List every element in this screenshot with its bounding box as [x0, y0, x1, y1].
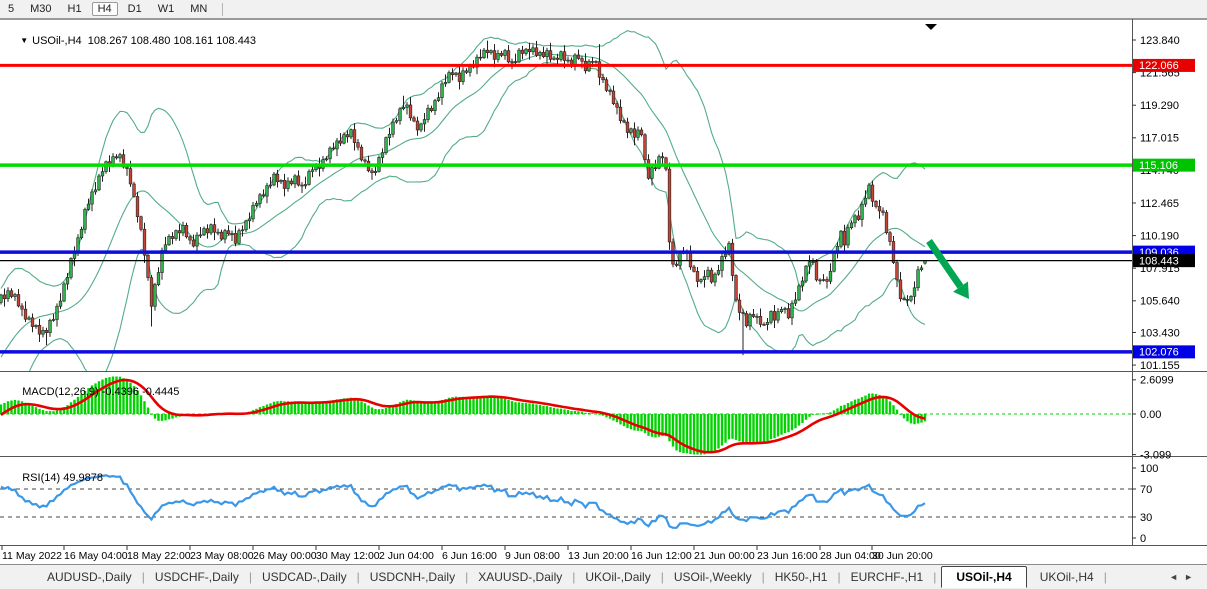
macd-label: MACD(12,26,9) -0.4396 -0.4445 [10, 374, 179, 410]
rsi-name: RSI(14) [22, 472, 61, 484]
chevron-down-icon[interactable]: ▼ [20, 36, 29, 45]
svg-text:2 Jun 04:00: 2 Jun 04:00 [379, 550, 434, 562]
rsi-line [0, 474, 926, 529]
svg-text:6 Jun 16:00: 6 Jun 16:00 [442, 550, 497, 562]
svg-text:-3.099: -3.099 [1140, 449, 1171, 461]
chart-tab-usdcnh-daily[interactable]: USDCNH-,Daily [369, 570, 456, 584]
bollinger-middle-line [0, 53, 926, 358]
chart-tab-xauusd-daily[interactable]: XAUUSD-,Daily [478, 570, 563, 584]
tab-separator: | [465, 570, 469, 584]
chart-tab-bar: AUDUSD-,Daily | USDCHF-,Daily | USDCAD-,Dail… [0, 564, 1207, 589]
svg-text:2.6099: 2.6099 [1140, 375, 1174, 387]
toolbar-separator [222, 2, 224, 16]
svg-text:115.106: 115.106 [1139, 160, 1178, 172]
svg-text:0: 0 [1140, 533, 1146, 545]
main-chart-panel [0, 29, 1132, 371]
svg-text:9 Jun 08:00: 9 Jun 08:00 [505, 550, 560, 562]
price-badge-115.106: 115.106 [1133, 158, 1195, 172]
tab-separator: | [141, 570, 145, 584]
chart-tab-usdcad-daily[interactable]: USDCAD-,Daily [261, 570, 347, 584]
svg-text:123.840: 123.840 [1140, 35, 1180, 47]
svg-text:117.015: 117.015 [1140, 133, 1179, 145]
svg-text:21 Jun 00:00: 21 Jun 00:00 [694, 550, 755, 562]
macd-signal-line [0, 378, 926, 454]
timeframe-button-W1[interactable]: W1 [157, 3, 175, 15]
price-badge-102.076: 102.076 [1133, 345, 1195, 359]
chart-tab-ukoil-daily[interactable]: UKOil-,Daily [585, 570, 651, 584]
timeframe-button-5[interactable]: 5 [8, 3, 15, 15]
tab-separator: | [660, 570, 664, 584]
timeframe-button-MN[interactable]: MN [190, 3, 208, 15]
time-axis: 11 May 2022 16 May 04:00 18 May 22:00 23 Ma… [1, 546, 933, 562]
chart-tab-hk50-h1[interactable]: HK50-,H1 [774, 570, 828, 584]
timeframe-button-M30[interactable]: M30 [30, 3, 52, 15]
rsi-label: RSI(14) 49.9878 [10, 460, 103, 496]
chart-tab-ukoil-h4[interactable]: UKOil-,H4 [1039, 570, 1094, 584]
svg-text:70: 70 [1140, 484, 1152, 496]
timeframe-button-H4[interactable]: H4 [91, 2, 118, 16]
trend-arrow[interactable] [926, 239, 969, 299]
chart-tab-usdchf-daily[interactable]: USDCHF-,Daily [154, 570, 239, 584]
svg-text:105.640: 105.640 [1140, 296, 1180, 308]
macd-name: MACD(12,26,9) [22, 386, 99, 398]
svg-text:16 May 04:00: 16 May 04:00 [64, 550, 128, 562]
shift-marker-icon[interactable] [925, 24, 937, 30]
svg-text:110.190: 110.190 [1140, 230, 1179, 242]
chart-tab-usoil-h4[interactable]: USOil-,H4 [941, 566, 1027, 588]
chart-tab-eurchf-h1[interactable]: EURCHF-,H1 [850, 570, 924, 584]
svg-text:100: 100 [1140, 463, 1158, 475]
chart-tab-usoil-weekly[interactable]: USOil-,Weekly [673, 570, 752, 584]
ohlc-high: 108.480 [130, 35, 171, 47]
svg-text:28 Jun 04:00: 28 Jun 04:00 [820, 550, 881, 562]
price-axis: 123.840121.565119.290117.015114.740112.4… [1132, 35, 1195, 545]
macd-panel [0, 376, 1132, 455]
tab-separator: | [933, 570, 937, 584]
chart-header: ▼ USOil-,H4 108.267 108.480 108.161 108.4… [8, 23, 256, 59]
ohlc-close: 108.443 [216, 35, 257, 47]
timeframe-button-D1[interactable]: D1 [127, 3, 142, 15]
svg-text:119.290: 119.290 [1140, 100, 1179, 112]
tab-separator: | [837, 570, 841, 584]
tab-separator: | [356, 570, 360, 584]
tab-separator: | [248, 570, 252, 584]
tab-separator: | [572, 570, 576, 584]
svg-text:30 May 12:00: 30 May 12:00 [316, 550, 380, 562]
rsi-panel [0, 474, 1132, 529]
bollinger-upper-line [0, 29, 926, 289]
svg-text:108.443: 108.443 [1139, 255, 1179, 267]
chart-tab-audusd-daily[interactable]: AUDUSD-,Daily [47, 570, 132, 584]
svg-text:26 May 00:00: 26 May 00:00 [253, 550, 317, 562]
macd-values: -0.4396 -0.4445 [101, 386, 180, 398]
svg-text:16 Jun 12:00: 16 Jun 12:00 [631, 550, 692, 562]
svg-text:11 May 2022: 11 May 2022 [2, 550, 62, 562]
price-badge-122.066: 122.066 [1133, 58, 1195, 72]
svg-text:122.066: 122.066 [1139, 60, 1179, 72]
rsi-value: 49.9878 [63, 472, 103, 484]
ohlc-open: 108.267 [87, 35, 128, 47]
tab-separator: | [761, 570, 765, 584]
svg-text:112.465: 112.465 [1140, 198, 1179, 210]
chart-symbol-label: USOil-,H4 [32, 35, 82, 47]
svg-text:0.00: 0.00 [1140, 409, 1161, 421]
price-badge-108.443: 108.443 [1133, 254, 1195, 267]
svg-text:103.430: 103.430 [1140, 327, 1180, 339]
svg-text:102.076: 102.076 [1139, 347, 1179, 359]
ohlc-low: 108.161 [173, 35, 214, 47]
timeframe-button-H1[interactable]: H1 [67, 3, 82, 15]
tab-separator: | [1103, 570, 1107, 584]
svg-text:23 Jun 16:00: 23 Jun 16:00 [757, 550, 818, 562]
svg-text:23 May 08:00: 23 May 08:00 [190, 550, 254, 562]
svg-text:13 Jun 20:00: 13 Jun 20:00 [568, 550, 629, 562]
svg-text:30 Jun 20:00: 30 Jun 20:00 [872, 550, 933, 562]
candlestick-layer [0, 40, 927, 356]
svg-text:30: 30 [1140, 512, 1152, 524]
svg-text:18 May 22:00: 18 May 22:00 [127, 550, 191, 562]
timeframe-toolbar: 5 M30 H1 H4 D1 W1 MN [0, 0, 1207, 19]
tab-scroll-arrows[interactable]: ◄► [1169, 572, 1199, 582]
svg-text:101.155: 101.155 [1140, 360, 1180, 372]
